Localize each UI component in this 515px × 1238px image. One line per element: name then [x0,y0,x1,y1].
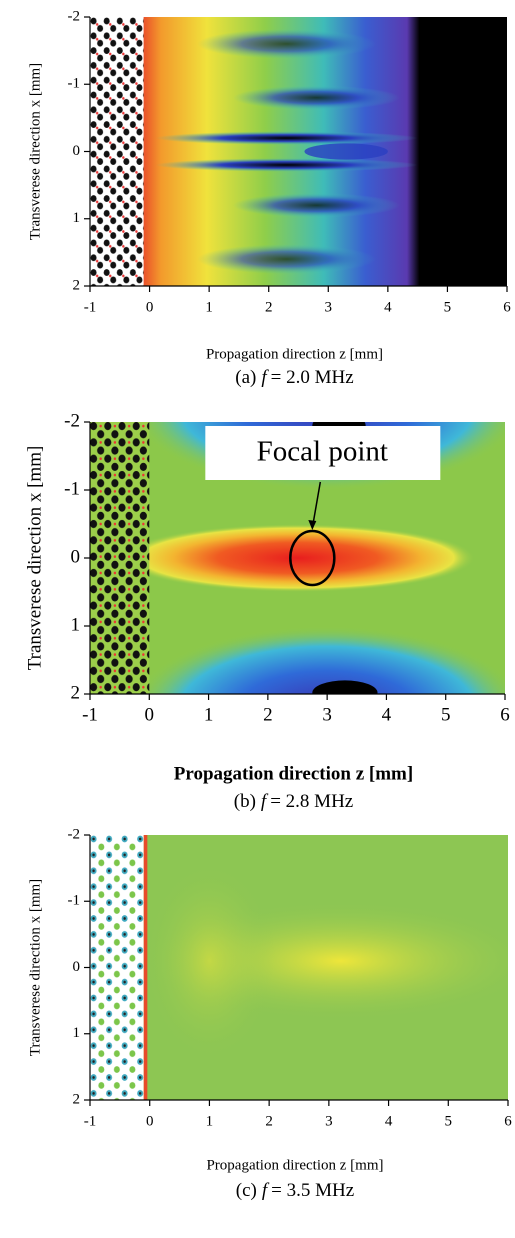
y-tick-label: -2 [64,410,80,431]
x-axis-label: Propagation direction z [mm] [206,1157,383,1173]
x-tick-label: -1 [82,704,98,725]
y-tick-label: 2 [73,1091,81,1107]
annotation-text: Focal point [257,436,388,468]
x-tick-label: 4 [382,704,392,725]
x-axis-label: Propagation direction z [mm] [174,763,413,784]
x-tick-label: 0 [146,299,154,315]
caption: (a)f= 2.0 MHz [235,367,353,388]
x-tick-label: 6 [504,1113,512,1129]
y-tick-label: -1 [68,893,81,909]
y-tick-label: 1 [73,1025,81,1041]
y-tick-label: 1 [73,210,81,226]
x-tick-label: 0 [145,704,155,725]
x-tick-label: 6 [503,299,511,315]
caption-value: = 2.8 MHz [270,791,353,812]
x-tick-label: 2 [265,1113,273,1129]
y-tick-label: -2 [68,8,81,24]
x-tick-label: 1 [206,1113,214,1129]
caption-label: (c) [236,1180,257,1201]
heatmap [90,17,507,286]
y-axis-label: Transverese direction x [mm] [27,63,43,240]
caption: (b)f= 2.8 MHz [234,791,353,812]
y-tick-label: 0 [73,143,81,159]
x-tick-label: 5 [441,704,451,725]
x-tick-label: 4 [384,299,392,315]
x-tick-label: 1 [204,704,214,725]
caption-label: (b) [234,791,256,812]
x-tick-label: 1 [205,299,213,315]
x-tick-label: 5 [444,299,452,315]
x-tick-label: 2 [263,704,273,725]
y-tick-label: -1 [64,478,80,499]
y-tick-label: 0 [71,546,81,567]
caption-variable: f [261,791,269,812]
x-tick-label: 6 [500,704,510,725]
y-axis-label: Transverese direction x [mm] [27,879,43,1056]
x-tick-label: 2 [265,299,273,315]
caption-variable: f [261,367,269,388]
x-axis-label: Propagation direction z [mm] [206,346,383,362]
caption: (c)f= 3.5 MHz [236,1180,354,1201]
x-tick-label: 3 [325,1113,333,1129]
y-tick-label: 0 [73,959,81,975]
y-tick-label: 2 [71,682,81,703]
y-tick-label: -1 [68,76,81,92]
caption-label: (a) [235,367,256,388]
x-tick-label: 3 [322,704,332,725]
y-tick-label: 2 [73,277,81,293]
y-axis-label: Transverese direction x [mm] [24,446,45,671]
caption-value: = 2.0 MHz [271,367,354,388]
heatmap [90,835,515,1100]
x-tick-label: -1 [84,1113,97,1129]
caption-variable: f [262,1180,270,1201]
caption-value: = 3.5 MHz [271,1180,354,1201]
x-tick-label: 0 [146,1113,154,1129]
x-tick-label: 4 [385,1113,393,1129]
y-tick-label: -2 [68,826,81,842]
x-tick-label: 3 [325,299,333,315]
y-tick-label: 1 [71,614,81,635]
x-tick-label: -1 [84,299,97,315]
x-tick-label: 5 [445,1113,453,1129]
